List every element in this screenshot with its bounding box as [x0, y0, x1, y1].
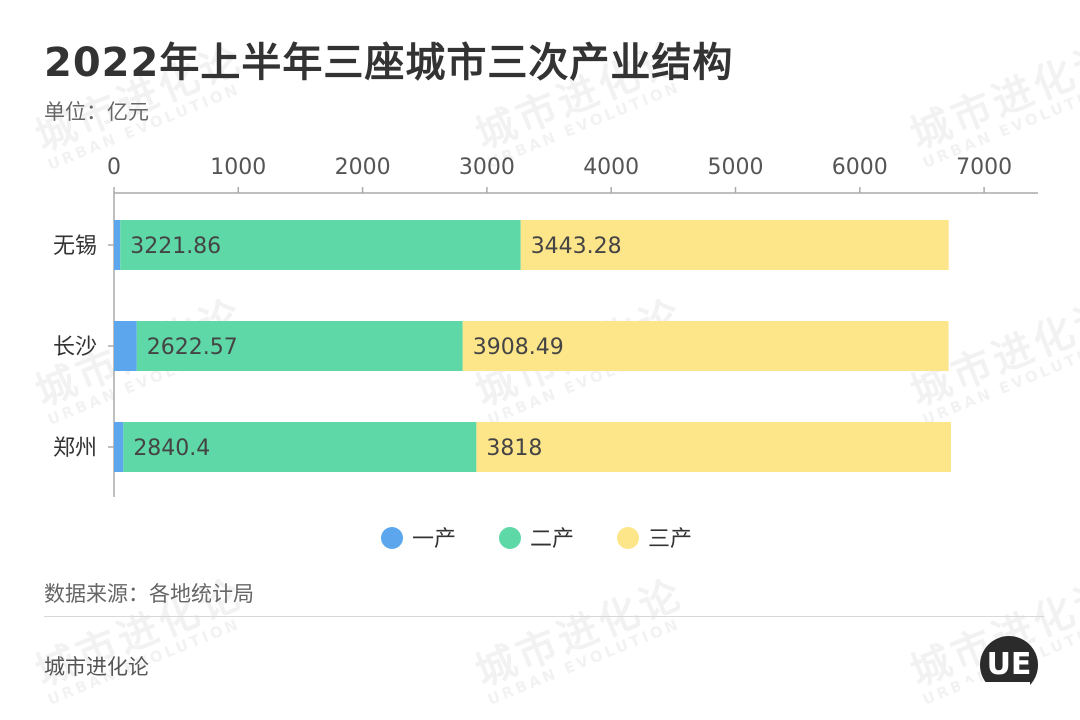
bar-segment [476, 422, 951, 472]
legend-marker [617, 527, 639, 549]
bar-segment [114, 422, 124, 472]
bar-segment [520, 220, 949, 270]
logo-mask [960, 682, 1030, 708]
data-label: 3443.28 [531, 234, 622, 259]
bar-segment [123, 422, 477, 472]
x-tick-label: 5000 [708, 155, 764, 180]
bar-segment [114, 321, 137, 371]
unit-label: 单位：亿元 [44, 100, 149, 124]
x-tick-label: 1000 [210, 155, 266, 180]
bar-segment [120, 220, 521, 270]
x-tick-label: 3000 [459, 155, 515, 180]
data-label: 3908.49 [473, 335, 564, 360]
legend-marker [381, 527, 403, 549]
bar-segment [462, 321, 949, 371]
data-label: 3221.86 [130, 234, 221, 259]
x-tick-label: 2000 [335, 155, 391, 180]
data-label: 2622.57 [147, 335, 238, 360]
x-tick-label: 4000 [583, 155, 639, 180]
legend-label: 三产 [648, 527, 692, 552]
x-tick-label: 6000 [832, 155, 888, 180]
bar-segment [136, 321, 463, 371]
legend-marker [499, 527, 521, 549]
y-category-label: 长沙 [53, 335, 97, 360]
brand-name: 城市进化论 [44, 655, 149, 679]
legend-label: 二产 [530, 527, 574, 552]
data-source: 数据来源：各地统计局 [44, 582, 254, 606]
y-category-label: 郑州 [53, 436, 97, 461]
legend-label: 一产 [412, 527, 456, 552]
x-tick-label: 7000 [956, 155, 1012, 180]
chart-title: 2022年上半年三座城市三次产业结构 [44, 40, 734, 86]
y-category-label: 无锡 [53, 234, 97, 259]
data-label: 2840.4 [133, 436, 210, 461]
bar-segment [114, 220, 121, 270]
x-tick-label: 0 [107, 155, 121, 180]
data-label: 3818 [486, 436, 542, 461]
divider [44, 616, 1044, 617]
